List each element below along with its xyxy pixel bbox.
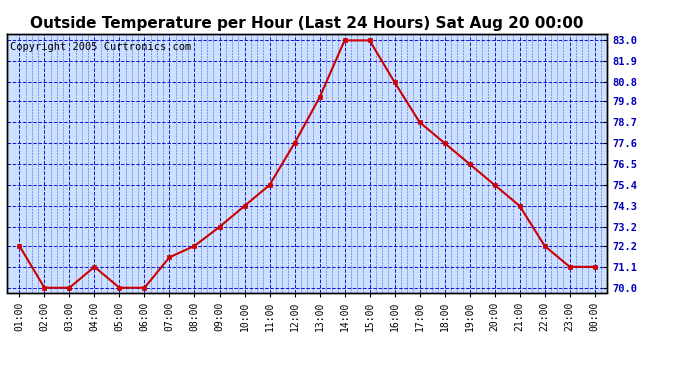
Title: Outside Temperature per Hour (Last 24 Hours) Sat Aug 20 00:00: Outside Temperature per Hour (Last 24 Ho… <box>30 16 584 31</box>
Text: Copyright 2005 Curtronics.com: Copyright 2005 Curtronics.com <box>10 42 191 51</box>
